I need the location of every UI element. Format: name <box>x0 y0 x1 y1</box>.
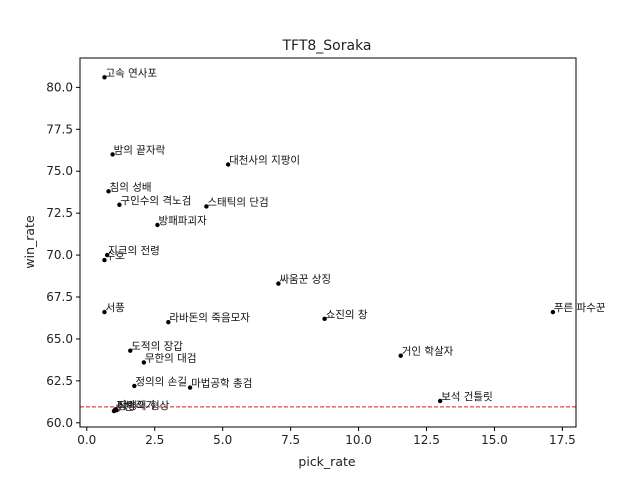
data-point <box>550 309 556 315</box>
data-point <box>102 257 107 263</box>
x-tick-label: 15.0 <box>481 433 508 447</box>
point-label: 대천사의 지팡이 <box>229 155 300 167</box>
x-tick-label: 7.5 <box>281 433 300 447</box>
data-point <box>102 309 107 315</box>
data-point <box>225 162 231 167</box>
data-point <box>166 319 171 325</box>
point-label: 정의의 손길 <box>135 375 187 388</box>
point-label: 마법공학 총검 <box>191 378 252 390</box>
data-point <box>204 204 209 209</box>
data-point <box>322 316 327 322</box>
data-point <box>437 398 443 404</box>
point-label: 도적의 장갑 <box>131 341 183 353</box>
point-label: 피바라기 <box>116 399 155 411</box>
point-label: 정령의 형상 <box>118 400 170 412</box>
plot-frame <box>79 57 577 428</box>
data-point <box>276 281 281 286</box>
chart-title: TFT8_Soraka <box>281 38 371 54</box>
data-point <box>128 348 133 353</box>
x-tick-label: 12.5 <box>413 433 440 447</box>
data-point <box>155 222 160 228</box>
point-label: 거인 학살자 <box>402 346 454 358</box>
point-label: 푸른 파수꾼 <box>554 302 606 314</box>
x-tick-label: 0.0 <box>77 433 96 447</box>
y-tick-label: 62.5 <box>46 374 73 388</box>
x-tick-label: 17.5 <box>549 433 576 447</box>
x-tick-label: 10.0 <box>345 433 372 447</box>
point-label: 침의 성배 <box>110 181 152 193</box>
data-point <box>110 152 115 157</box>
point-label: 무한의 대검 <box>145 352 197 364</box>
point-label: 방패파괴자 <box>158 215 207 227</box>
y-tick-label: 72.5 <box>46 206 73 220</box>
data-point <box>102 75 107 80</box>
data-point <box>187 385 193 390</box>
y-tick-label: 80.0 <box>46 80 73 94</box>
data-point <box>106 189 111 194</box>
point-label: 수은 <box>115 401 135 413</box>
data-point <box>111 408 117 414</box>
point-label: 구인수의 격노검 <box>120 194 191 207</box>
x-tick-label: 2.5 <box>145 433 164 447</box>
point-label: 쇼진의 창 <box>326 309 368 321</box>
y-tick-label: 70.0 <box>46 248 73 262</box>
y-axis-title: win_rate <box>22 215 37 269</box>
y-tick-label: 75.0 <box>46 164 73 178</box>
data-point <box>398 353 403 358</box>
y-tick-label: 60.0 <box>46 416 73 430</box>
point-label: 라바돈의 죽음모자 <box>169 312 250 324</box>
point-label: 수호 <box>105 250 125 262</box>
data-point <box>117 202 122 207</box>
data-point <box>132 383 137 389</box>
point-label: 보석 건틀릿 <box>441 391 493 403</box>
x-tick-label: 5.0 <box>213 433 232 447</box>
point-label: 지크의 전령 <box>108 245 160 257</box>
y-tick-label: 77.5 <box>46 122 73 136</box>
y-tick-label: 67.5 <box>46 290 73 304</box>
y-tick-label: 65.0 <box>46 332 73 346</box>
x-axis-title: pick_rate <box>298 454 355 469</box>
point-label: 밤의 끝자락 <box>114 144 166 156</box>
point-label: 스태틱의 단검 <box>207 196 268 208</box>
axes-layer: 0.0 2.5 5.0 7.5 10.0 12.5 15.0 17.5 60.0 62.5 65.0… <box>46 57 577 447</box>
point-label: 서풍 <box>105 302 125 314</box>
point-label: 싸움꾼 상징 <box>279 274 331 286</box>
data-point <box>141 360 147 365</box>
data-point <box>104 252 110 258</box>
point-label: 고속 연사포 <box>105 67 157 79</box>
